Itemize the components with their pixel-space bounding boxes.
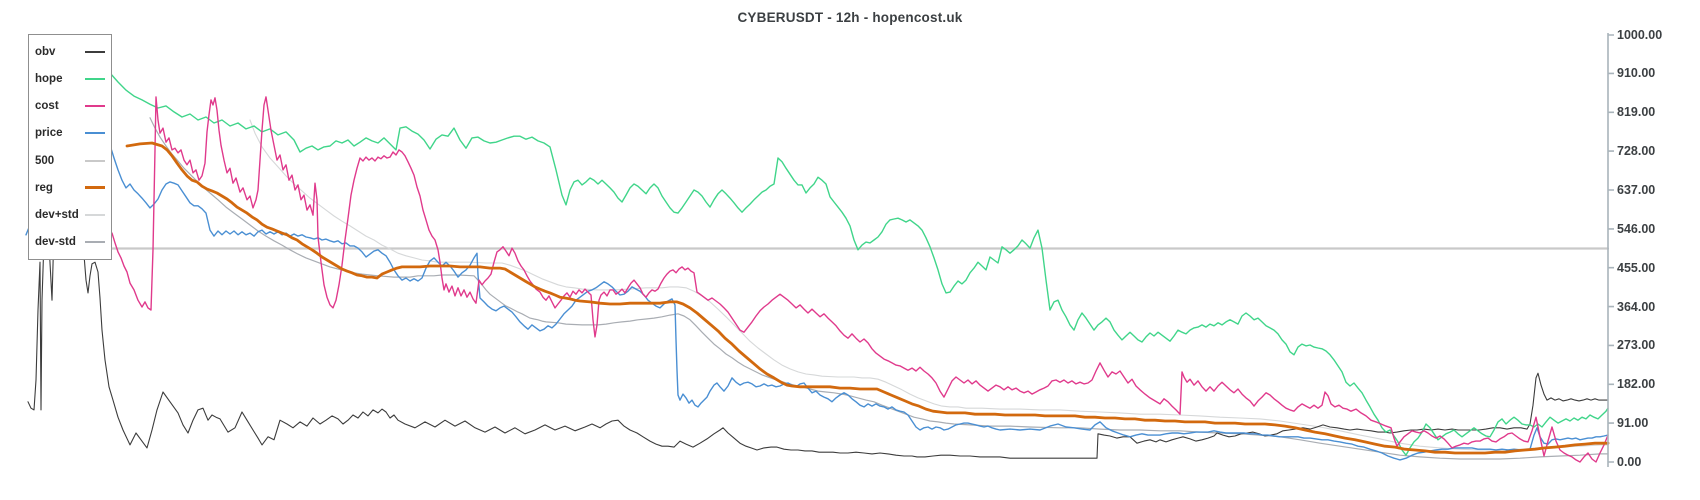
legend-swatch-icon bbox=[85, 214, 105, 217]
y-tick-label: 728.00 bbox=[1617, 144, 1656, 159]
series-line-dev-std bbox=[249, 119, 1609, 451]
legend-item-reg: reg bbox=[35, 177, 105, 199]
legend-item-label: dev-std bbox=[35, 236, 76, 249]
legend-swatch-icon bbox=[85, 159, 105, 162]
legend-item-dev-std: dev-std bbox=[35, 231, 105, 253]
y-tick-label: 637.00 bbox=[1617, 183, 1656, 197]
legend-swatch-icon bbox=[85, 50, 105, 53]
series-line-reg bbox=[125, 141, 1610, 455]
series-line-hope bbox=[29, 53, 1609, 456]
y-axis-spine bbox=[1607, 33, 1614, 467]
legend-item-label: 500 bbox=[35, 154, 55, 167]
legend-swatch-icon bbox=[85, 241, 105, 244]
y-tick-label: 819.00 bbox=[1617, 105, 1656, 120]
y-tick-label: 1000.00 bbox=[1617, 28, 1663, 42]
legend-item-cost: cost bbox=[35, 95, 105, 117]
y-tick-label: 273.00 bbox=[1617, 338, 1656, 353]
y-tick-label: 364.00 bbox=[1617, 299, 1656, 314]
legend-item-label: hope bbox=[35, 72, 63, 85]
legend-swatch-icon bbox=[85, 132, 105, 135]
series-line-dev-std bbox=[149, 117, 1609, 460]
legend-swatch-icon bbox=[85, 186, 105, 190]
legend-item-obv: obv bbox=[35, 41, 105, 63]
series-line-price bbox=[25, 144, 1609, 461]
y-tick-label: 182.00 bbox=[1617, 377, 1656, 392]
legend-item-price: price bbox=[35, 122, 105, 144]
legend-swatch-icon bbox=[85, 105, 105, 108]
legend-item-500: 500 bbox=[35, 150, 105, 172]
legend-item-label: reg bbox=[35, 181, 53, 194]
legend-item-label: obv bbox=[35, 45, 56, 58]
y-tick-label: 455.00 bbox=[1617, 260, 1656, 275]
y-tick-label: 0.00 bbox=[1617, 455, 1642, 469]
y-tick-label: 91.00 bbox=[1617, 416, 1649, 431]
legend-box: obv hope cost price 500 reg dev+std dev-std bbox=[28, 34, 112, 260]
legend-item-hope: hope bbox=[35, 68, 105, 90]
series-line-cost bbox=[111, 96, 1609, 463]
legend-swatch-icon bbox=[85, 77, 105, 80]
legend-item-label: cost bbox=[35, 100, 59, 113]
legend-item-label: price bbox=[35, 127, 63, 140]
y-tick-label: 546.00 bbox=[1617, 221, 1656, 236]
legend-item-dev-std: dev+std bbox=[35, 204, 105, 226]
legend-item-label: dev+std bbox=[35, 209, 79, 222]
chart-title: CYBERUSDT - 12h - hopencost.uk bbox=[737, 10, 963, 25]
y-tick-label: 910.00 bbox=[1617, 66, 1656, 81]
